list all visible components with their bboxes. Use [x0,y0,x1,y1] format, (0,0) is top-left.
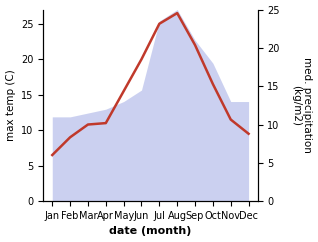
X-axis label: date (month): date (month) [109,227,192,236]
Y-axis label: max temp (C): max temp (C) [5,69,16,141]
Y-axis label: med. precipitation
(kg/m2): med. precipitation (kg/m2) [291,57,313,153]
